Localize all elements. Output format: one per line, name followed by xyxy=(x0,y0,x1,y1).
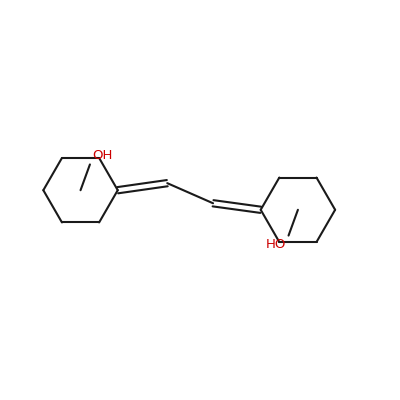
Text: HO: HO xyxy=(266,238,286,250)
Text: OH: OH xyxy=(92,150,112,162)
